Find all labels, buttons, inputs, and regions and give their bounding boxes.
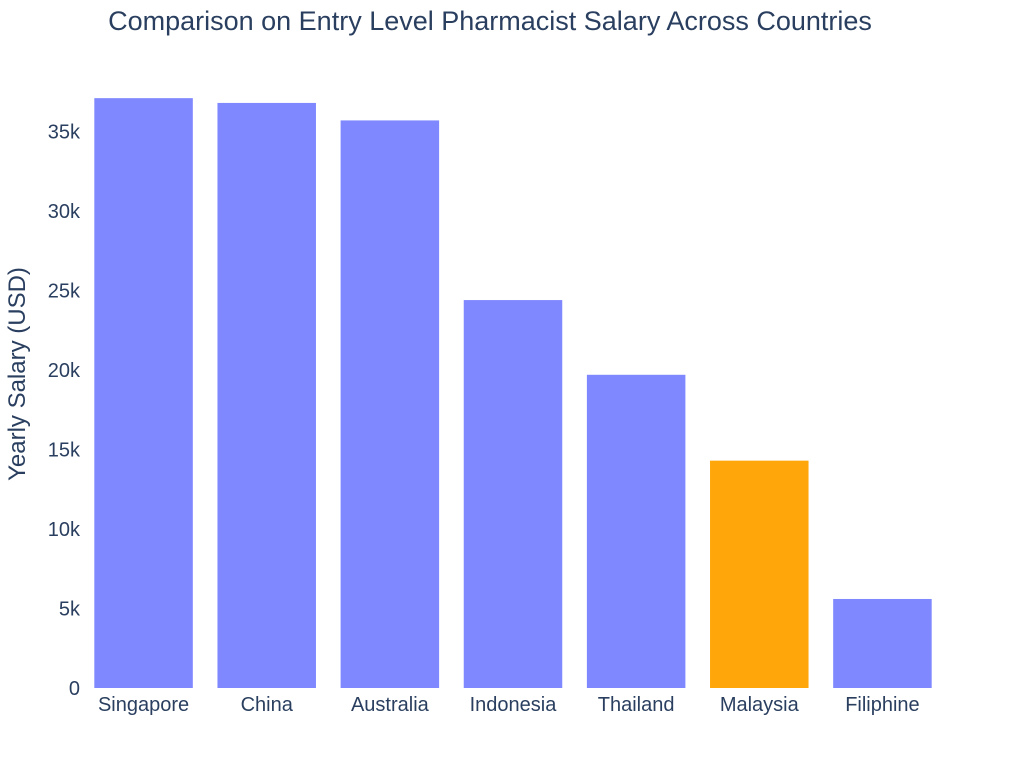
bar-malaysia — [710, 460, 809, 688]
y-tick-label-0: 0 — [69, 678, 80, 700]
bar-china — [217, 102, 316, 689]
y-tick-label-30k: 30k — [48, 201, 81, 223]
x-tick-label-thailand: Thailand — [598, 694, 675, 716]
chart-title: Comparison on Entry Level Pharmacist Sal… — [108, 6, 872, 36]
x-tick-label-singapore: Singapore — [98, 694, 189, 716]
bar-filiphine — [833, 598, 932, 688]
bar-thailand — [586, 374, 686, 688]
bar-indonesia — [463, 300, 563, 688]
x-tick-label-filiphine: Filiphine — [845, 694, 919, 716]
y-tick-label-10k: 10k — [48, 519, 81, 541]
x-tick-labels: Singapore China Australia Indonesia Thailand… — [98, 694, 920, 716]
y-tick-label-35k: 35k — [48, 122, 81, 144]
y-tick-label-25k: 25k — [48, 281, 81, 303]
x-tick-label-china: China — [241, 694, 294, 716]
y-tick-label-20k: 20k — [48, 360, 81, 382]
bar-singapore — [94, 98, 193, 688]
bar-australia — [340, 120, 440, 689]
x-tick-label-malaysia: Malaysia — [720, 694, 800, 716]
bars-group — [94, 98, 932, 689]
x-tick-label-indonesia: Indonesia — [470, 694, 558, 716]
plot-area: Singapore China Australia Indonesia Thailand… — [48, 98, 932, 716]
y-tick-label-15k: 15k — [48, 440, 81, 462]
y-axis-title: Yearly Salary (USD) — [4, 267, 31, 481]
x-tick-label-australia: Australia — [351, 694, 430, 716]
y-tick-label-5k: 5k — [59, 599, 81, 621]
y-tick-labels: 0 5k 10k 15k 20k 25k 30k 35k — [48, 122, 81, 700]
